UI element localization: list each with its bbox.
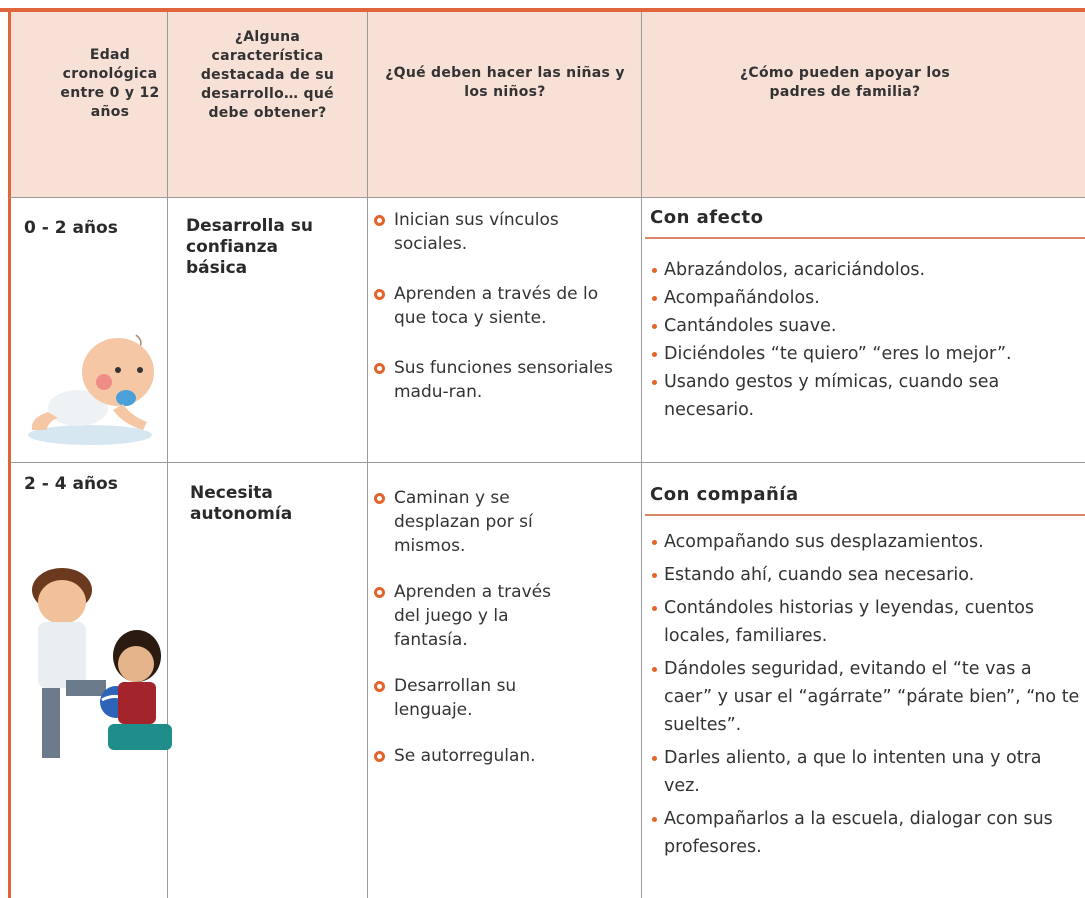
support-title: Con compañía xyxy=(650,484,799,505)
support-item: Dándoles seguridad, evitando el “te vas … xyxy=(652,655,1082,739)
children-illustration xyxy=(32,568,172,758)
trait: Desarrolla su confianza básica xyxy=(186,216,313,278)
child-item: Se autorregulan. xyxy=(374,744,574,768)
header-cell: ¿Qué deben hacer las niñas y los niños? xyxy=(385,65,625,100)
support-list: Acompañando sus desplazamientos. Estando … xyxy=(652,528,1082,866)
child-item: Desarrollan su lenguaje. xyxy=(374,674,574,722)
header-row xyxy=(11,12,1085,197)
support-title: Con afecto xyxy=(650,207,764,228)
child-item: Sus funciones sensoriales madu-ran. xyxy=(374,356,619,404)
support-item: Acompañarlos a la escuela, dialogar con … xyxy=(652,805,1082,861)
title-underline xyxy=(645,237,1085,239)
row-line xyxy=(10,197,1085,198)
child-item: Aprenden a través de lo que toca y sient… xyxy=(374,282,619,330)
child-item: Inician sus vínculos sociales. xyxy=(374,208,619,256)
header-cell: ¿Cómo pueden apoyar los padres de famili… xyxy=(739,65,951,100)
left-border xyxy=(8,8,11,898)
column-line xyxy=(367,12,368,898)
child-item: Caminan y se desplazan por sí mismos. xyxy=(374,486,574,558)
support-item: Contándoles historias y leyendas, cuento… xyxy=(652,594,1082,650)
child-item: Aprenden a través del juego y la fantasí… xyxy=(374,580,574,652)
support-item: Darles aliento, a que lo intenten una y … xyxy=(652,744,1082,800)
support-item: Estando ahí, cuando sea necesario. xyxy=(652,561,1082,589)
header-cell: Edad cronológica entre 0 y 12 años xyxy=(60,47,160,120)
top-border xyxy=(0,8,1085,12)
baby-illustration xyxy=(28,334,154,445)
column-line xyxy=(641,12,642,898)
row-line xyxy=(10,462,1085,463)
age: 2 - 4 años xyxy=(24,474,118,494)
support-item: Diciéndoles “te quiero” “eres lo mejor”. xyxy=(652,340,1052,368)
support-item: Acompañándolos. xyxy=(652,284,1052,312)
support-item: Cantándoles suave. xyxy=(652,312,1052,340)
trait: Necesita autonomía xyxy=(190,483,293,524)
children-list: Caminan y se desplazan por sí mismos. Apr… xyxy=(374,486,574,790)
support-item: Usando gestos y mímicas, cuando sea nece… xyxy=(652,368,1052,424)
children-list: Inician sus vínculos sociales. Aprenden a… xyxy=(374,208,619,430)
age: 0 - 2 años xyxy=(24,218,118,238)
header-cell: ¿Alguna característica destacada de su d… xyxy=(200,29,335,121)
support-item: Abrazándolos, acariciándolos. xyxy=(652,256,1052,284)
column-line xyxy=(167,12,168,898)
title-underline xyxy=(645,514,1085,516)
support-list: Abrazándolos, acariciándolos. Acompañándo… xyxy=(652,256,1052,424)
support-item: Acompañando sus desplazamientos. xyxy=(652,528,1082,556)
